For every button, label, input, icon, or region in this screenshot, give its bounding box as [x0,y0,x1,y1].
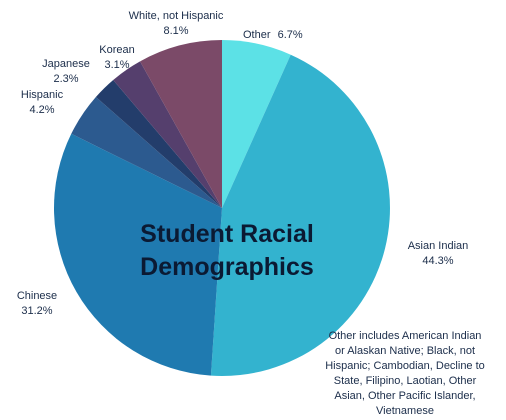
pie-slice-korean [113,61,222,208]
label-japanese-value: 2.3% [53,73,78,85]
label-asian-indian-name: Asian Indian [408,240,469,252]
footnote: Other includes American Indian or Alaska… [325,330,485,417]
pie-slices [53,39,390,376]
pie-slice-chinese [53,133,223,376]
label-japanese-name: Japanese [42,58,90,70]
footnote-line-3: Hispanic; Cambodian, Decline to [325,360,485,372]
pie-slice-japanese [95,79,222,209]
label-other: Other 6.7% [243,29,303,41]
footnote-line-4: State, Filipino, Laotian, Other [334,375,477,387]
footnote-line-2: or Alaskan Native; Black, not [335,345,475,357]
chart-title-line-1: Student Racial [140,220,314,248]
label-white-value: 8.1% [163,25,188,37]
label-korean-value: 3.1% [104,59,129,71]
label-other-name: Other [243,29,271,41]
pie-slice-asian-indian [210,54,390,376]
label-asian-indian-value: 44.3% [422,255,453,267]
label-other-value: 6.7% [278,29,303,41]
chart-title-line-2: Demographics [140,253,314,281]
label-korean-name: Korean [99,44,134,56]
label-white-name: White, not Hispanic [129,10,224,22]
label-hispanic-name: Hispanic [21,89,64,101]
footnote-line-6: Vietnamese [376,405,434,417]
pie-slice-hispanic [71,97,222,208]
pie-slice-other [222,40,291,208]
footnote-line-1: Other includes American Indian [329,330,482,342]
label-hispanic-value: 4.2% [29,104,54,116]
label-chinese-value: 31.2% [21,305,52,317]
label-chinese-name: Chinese [17,290,57,302]
pie-slice-white-not-hispanic [140,39,222,208]
footnote-line-5: Asian, Other Pacific Islander, [334,390,475,402]
